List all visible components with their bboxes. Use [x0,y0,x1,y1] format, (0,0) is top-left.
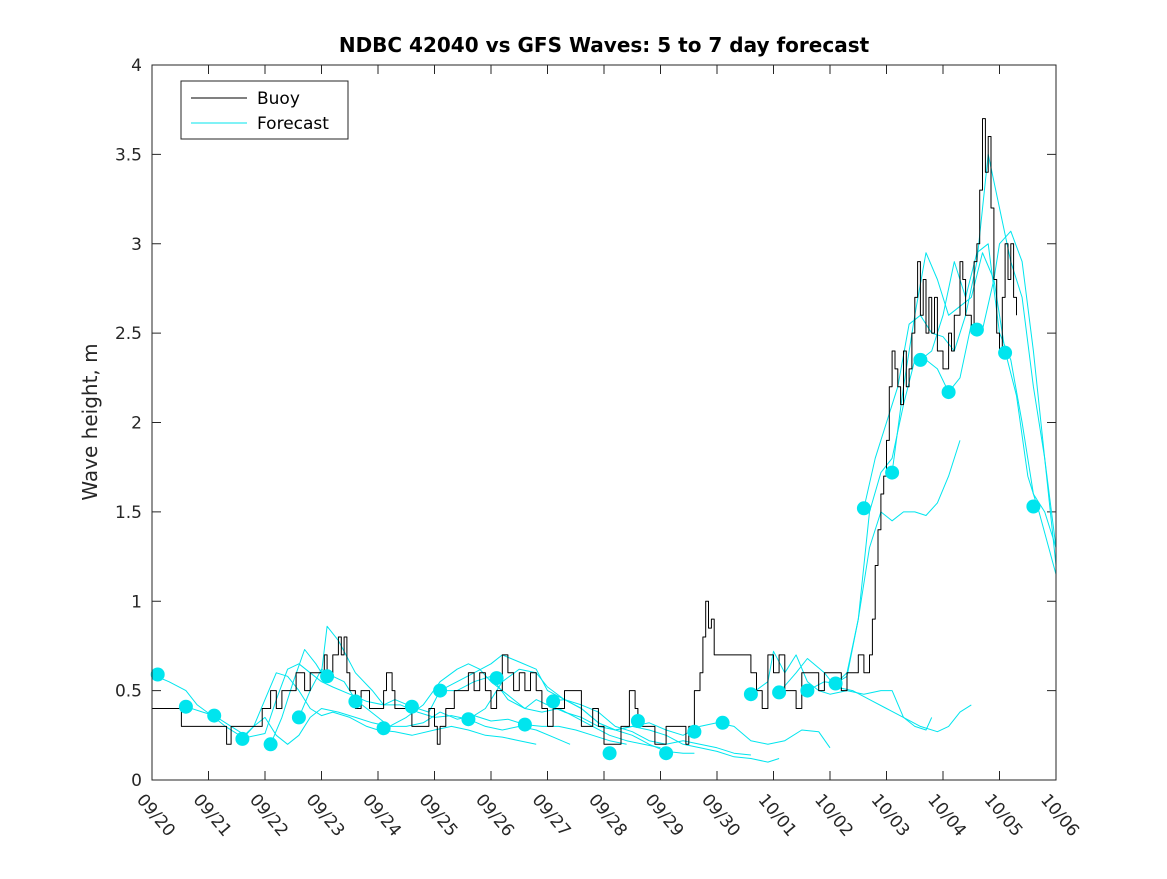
forecast-series-line [270,625,661,749]
forecast-marker [941,385,956,400]
forecast-marker [715,715,730,730]
y-tick-label: 0.5 [115,682,142,702]
forecast-marker [376,721,391,736]
y-tick-label: 3 [131,235,142,255]
forecast-marker [998,345,1013,360]
forecast-marker [800,683,815,698]
forecast-marker [150,667,165,682]
y-tick-labels: 0 0.5 1 1.5 2 2.5 3 3.5 4 [115,56,142,791]
forecast-series-line [920,243,1057,548]
y-tick-label: 2 [131,414,142,434]
buoy-series-line [152,118,1017,745]
forecast-marker [461,712,476,727]
forecast-series-line [242,708,627,745]
forecast-marker [433,683,448,698]
forecast-marker [602,746,617,761]
forecast-marker [320,669,335,684]
legend-buoy-label: Buoy [257,89,300,109]
forecast-marker [743,687,758,702]
forecast-marker [772,685,787,700]
plot-frame [151,64,1057,781]
forecast-series-line [863,153,1057,566]
y-tick-label: 0 [131,771,142,791]
forecast-marker [828,676,843,691]
forecast-marker [291,710,306,725]
forecast-marker [178,699,193,714]
forecast-marker [969,322,984,337]
forecast-series-line [439,654,751,756]
y-tick-label: 1 [131,592,142,612]
forecast-marker [235,731,250,746]
forecast-marker [546,694,561,709]
marker-layer [150,322,1041,761]
chart-title: NDBC 42040 vs GFS Waves: 5 to 7 day fore… [339,33,870,57]
forecast-marker [1026,499,1041,514]
y-tick-label: 3.5 [115,145,142,165]
forecast-marker [856,501,871,516]
legend-forecast-label: Forecast [257,114,329,134]
forecast-series-line [778,658,972,733]
forecast-series-line [891,252,1057,575]
forecast-marker [207,708,222,723]
forecast-marker [489,671,504,686]
y-tick-label: 4 [131,56,142,76]
forecast-marker [630,714,645,728]
forecast-marker [348,694,363,709]
legend-box [180,80,349,140]
forecast-marker [687,724,702,739]
legend: Buoy Forecast [180,80,349,140]
forecast-marker [517,717,532,732]
y-tick-label: 2.5 [115,324,142,344]
forecast-marker [404,699,419,714]
plot-area [152,65,1056,780]
forecast-marker [263,737,278,752]
y-tick-label: 1.5 [115,503,142,523]
y-axis-label: Wave height, m [78,343,102,500]
series-layer [151,118,1057,763]
forecast-marker [659,746,674,761]
forecast-marker [885,465,900,480]
forecast-marker [913,352,928,367]
